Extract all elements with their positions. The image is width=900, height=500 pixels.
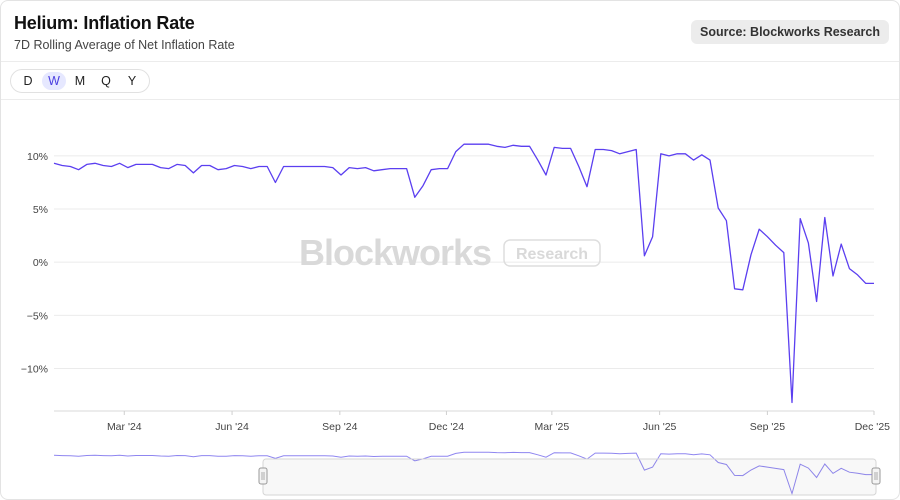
y-tick-label: 0% xyxy=(33,257,48,269)
x-tick-label: Sep '25 xyxy=(750,421,785,433)
chart-subtitle: 7D Rolling Average of Net Inflation Rate xyxy=(14,38,235,52)
period-q-button[interactable]: Q xyxy=(101,74,111,88)
y-axis: 10% 5% 0% −5% −10% xyxy=(21,151,48,376)
navigator-line xyxy=(53,451,874,496)
period-y-button[interactable]: Y xyxy=(127,74,137,88)
x-tick-label: Jun '24 xyxy=(215,421,249,433)
x-tick-label: Mar '24 xyxy=(107,421,142,433)
period-w-button[interactable]: W xyxy=(42,72,66,90)
y-tick-label: 5% xyxy=(33,204,48,216)
navigator-window[interactable] xyxy=(262,458,877,496)
series-layer xyxy=(53,143,874,404)
x-tick-label: Mar '25 xyxy=(535,421,570,433)
navigator-left-handle[interactable] xyxy=(258,467,268,485)
grid-lines xyxy=(54,155,874,369)
chart-header: Helium: Inflation Rate 7D Rolling Averag… xyxy=(1,1,899,62)
watermark-badge xyxy=(503,239,601,267)
y-tick-label: 10% xyxy=(27,151,48,163)
watermark: Blockworks Research xyxy=(299,232,601,273)
chart-title: Helium: Inflation Rate xyxy=(14,13,195,33)
x-axis: Mar '24 Jun '24 Sep '24 Dec '24 Mar '25 Jun '… xyxy=(54,410,890,433)
watermark-brand: Blockworks xyxy=(299,232,491,273)
x-tick-label: Sep '24 xyxy=(322,421,357,433)
period-selector: D W M Q Y xyxy=(10,69,150,93)
toolbar: D W M Q Y xyxy=(1,62,899,100)
y-tick-label: −10% xyxy=(21,363,48,375)
period-m-button[interactable]: M xyxy=(74,74,86,88)
source-badge[interactable]: Source: Blockworks Research xyxy=(691,20,889,44)
series-line xyxy=(53,143,874,404)
x-tick-label: Jun '25 xyxy=(643,421,677,433)
navigator xyxy=(53,451,881,496)
x-tick-label: Dec '25 xyxy=(855,421,890,433)
watermark-tag: Research xyxy=(516,246,588,263)
navigator-right-handle[interactable] xyxy=(871,467,881,485)
x-tick-label: Dec '24 xyxy=(429,421,464,433)
y-tick-label: −5% xyxy=(27,310,48,322)
period-d-button[interactable]: D xyxy=(23,74,33,88)
